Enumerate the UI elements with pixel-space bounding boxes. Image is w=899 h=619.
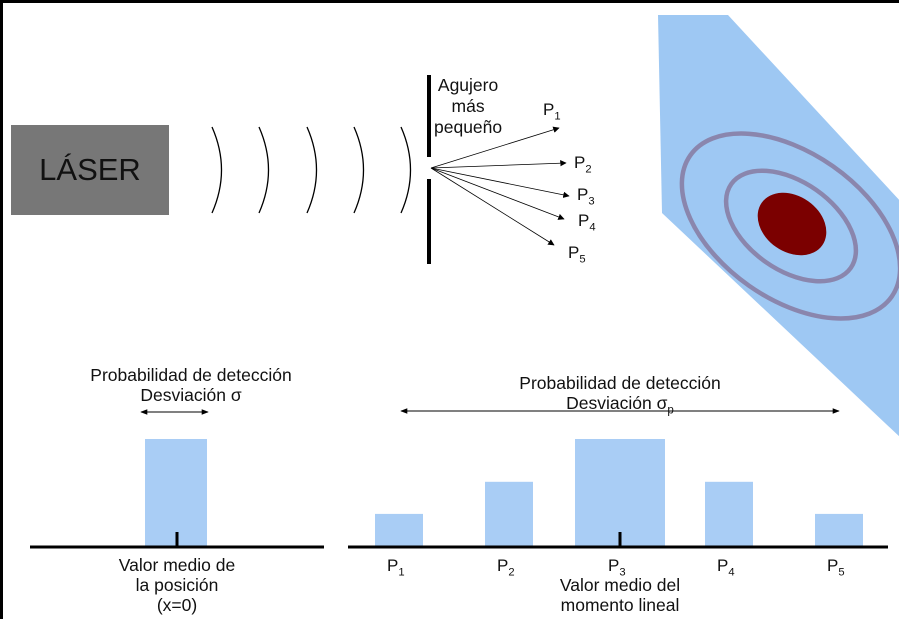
momentum-bar-2 [485,481,533,546]
slit-label-line3: pequeño [434,117,503,137]
position-caption: Valor medio de la posición (x=0) [77,555,277,615]
ray-5 [430,167,555,246]
ray-1 [430,126,560,169]
momentum-bar-5 [815,513,863,546]
momentum-caption-line2: momento lineal [560,595,680,615]
momentum-title-line2: Desviación σp [566,393,674,417]
position-title-line1: Probabilidad de detección [90,365,292,385]
outer-ring [679,131,899,321]
ray-4 [430,167,565,220]
momentum-tick-label-3: P3 [608,556,626,579]
ray-label-p4: P4 [578,211,596,234]
wavefronts [211,126,412,214]
wavefront-5 [400,126,412,214]
slit-label-line1: Agujero [437,75,499,95]
center-spot [757,192,827,256]
position-title: Probabilidad de detección Desviación σ [41,365,341,405]
position-title-line2: Desviación σ [140,385,242,405]
ray-label-p1: P1 [543,100,561,123]
ray-label-p2: P2 [574,153,592,176]
position-caption-line3: (x=0) [156,595,198,615]
momentum-tick-label-1: P1 [387,556,405,579]
momentum-tick-label-4: P4 [717,556,735,579]
wavefront-3 [306,126,318,214]
laser-source: LÁSER [11,125,169,215]
momentum-bar-3 [575,439,665,546]
ray-label-p3: P3 [577,185,595,208]
momentum-caption-line1: Valor medio del [559,575,681,595]
wavefront-2 [258,126,270,214]
diagram-graphics [30,15,899,549]
position-panel [30,409,324,549]
slit-label: Agujero más pequeño [434,75,502,138]
wavefront-4 [353,126,365,214]
ray-3 [430,167,570,198]
wavefront-1 [211,126,223,214]
position-caption-line2: la posición [135,575,219,595]
position-caption-line1: Valor medio de [118,555,236,575]
momentum-bar-4 [705,481,753,546]
momentum-tick-label-5: P5 [827,556,845,579]
momentum-bars [375,439,863,546]
ray-label-p5: P5 [568,243,586,266]
momentum-title: Probabilidad de detección Desviación σp [470,373,770,421]
position-bar [145,439,207,546]
momentum-tick-label-2: P2 [497,556,515,579]
ray-2 [430,160,567,169]
momentum-caption: Valor medio del momento lineal [520,575,720,615]
inner-ring [723,168,859,284]
momentum-title-line1: Probabilidad de detección [519,373,721,393]
slit-label-line2: más [451,96,485,116]
position-bars [145,439,207,546]
laser-label: LÁSER [39,152,141,187]
momentum-bar-1 [375,513,423,546]
momentum-panel [348,408,888,549]
detection-screen [658,15,899,437]
diffraction-rays [430,126,570,246]
